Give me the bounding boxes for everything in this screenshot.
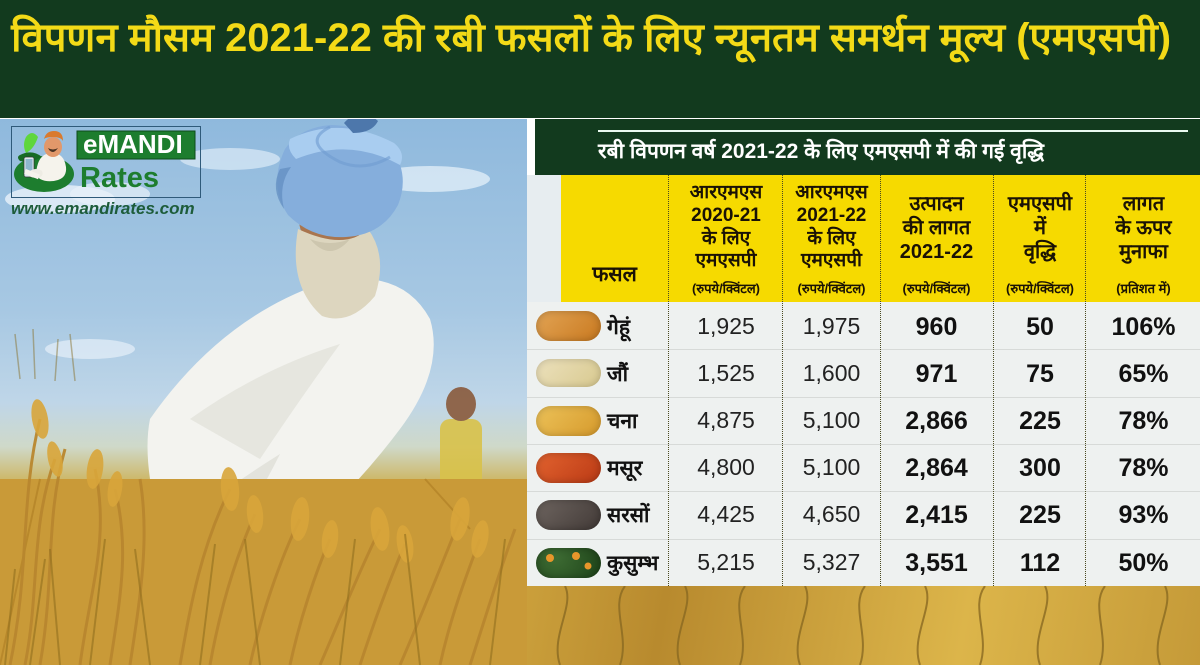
svg-text:eMANDI: eMANDI xyxy=(83,129,183,159)
svg-text:Rates: Rates xyxy=(80,162,159,194)
